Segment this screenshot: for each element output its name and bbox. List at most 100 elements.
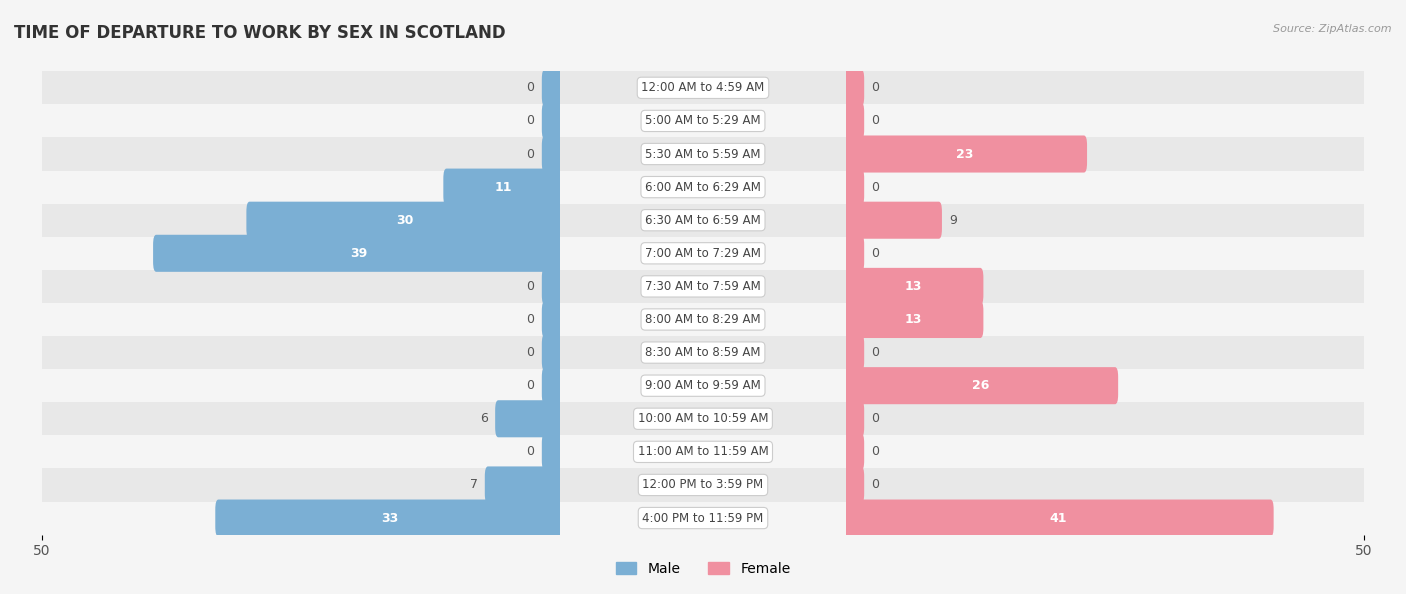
FancyBboxPatch shape <box>842 169 865 206</box>
Text: Source: ZipAtlas.com: Source: ZipAtlas.com <box>1274 24 1392 34</box>
Text: 0: 0 <box>527 379 534 392</box>
Bar <box>845 137 1364 170</box>
Bar <box>561 170 845 204</box>
Text: 0: 0 <box>527 446 534 459</box>
Bar <box>845 237 1364 270</box>
Text: 0: 0 <box>527 81 534 94</box>
Text: 5:00 AM to 5:29 AM: 5:00 AM to 5:29 AM <box>645 115 761 128</box>
FancyBboxPatch shape <box>215 500 564 536</box>
Text: 0: 0 <box>872 446 879 459</box>
FancyBboxPatch shape <box>541 301 564 338</box>
Bar <box>42 435 561 469</box>
Bar <box>42 204 561 237</box>
Text: 11:00 AM to 11:59 AM: 11:00 AM to 11:59 AM <box>638 446 768 459</box>
Bar <box>845 435 1364 469</box>
Bar <box>561 336 845 369</box>
Bar <box>561 270 845 303</box>
Bar <box>42 336 561 369</box>
Bar <box>845 170 1364 204</box>
Bar <box>561 71 845 105</box>
Bar <box>561 435 845 469</box>
Text: 0: 0 <box>527 147 534 160</box>
FancyBboxPatch shape <box>842 500 1274 536</box>
Bar <box>845 501 1364 535</box>
FancyBboxPatch shape <box>153 235 564 272</box>
Bar <box>42 270 561 303</box>
Bar <box>42 369 561 402</box>
Text: 9:00 AM to 9:59 AM: 9:00 AM to 9:59 AM <box>645 379 761 392</box>
FancyBboxPatch shape <box>541 102 564 140</box>
Text: 0: 0 <box>527 346 534 359</box>
Text: 8:30 AM to 8:59 AM: 8:30 AM to 8:59 AM <box>645 346 761 359</box>
Bar <box>42 170 561 204</box>
Text: 12:00 AM to 4:59 AM: 12:00 AM to 4:59 AM <box>641 81 765 94</box>
Bar <box>42 402 561 435</box>
FancyBboxPatch shape <box>443 169 564 206</box>
Text: 0: 0 <box>527 115 534 128</box>
FancyBboxPatch shape <box>842 466 865 504</box>
FancyBboxPatch shape <box>842 301 983 338</box>
Bar <box>42 469 561 501</box>
Bar <box>845 270 1364 303</box>
Text: 0: 0 <box>872 115 879 128</box>
Bar <box>845 71 1364 105</box>
Legend: Male, Female: Male, Female <box>610 556 796 581</box>
FancyBboxPatch shape <box>541 334 564 371</box>
FancyBboxPatch shape <box>842 400 865 437</box>
Bar <box>42 71 561 105</box>
FancyBboxPatch shape <box>842 102 865 140</box>
FancyBboxPatch shape <box>842 135 1087 172</box>
Text: TIME OF DEPARTURE TO WORK BY SEX IN SCOTLAND: TIME OF DEPARTURE TO WORK BY SEX IN SCOT… <box>14 24 506 42</box>
Text: 0: 0 <box>872 81 879 94</box>
Bar <box>42 237 561 270</box>
Bar <box>561 501 845 535</box>
FancyBboxPatch shape <box>541 367 564 404</box>
Text: 33: 33 <box>381 511 398 525</box>
Text: 30: 30 <box>396 214 413 227</box>
Bar <box>561 237 845 270</box>
Bar <box>42 105 561 137</box>
Text: 6: 6 <box>479 412 488 425</box>
FancyBboxPatch shape <box>246 202 564 239</box>
Bar <box>561 105 845 137</box>
FancyBboxPatch shape <box>541 434 564 470</box>
Text: 23: 23 <box>956 147 973 160</box>
Bar <box>845 469 1364 501</box>
FancyBboxPatch shape <box>541 135 564 172</box>
FancyBboxPatch shape <box>541 69 564 106</box>
Text: 10:00 AM to 10:59 AM: 10:00 AM to 10:59 AM <box>638 412 768 425</box>
FancyBboxPatch shape <box>495 400 564 437</box>
Bar <box>845 204 1364 237</box>
FancyBboxPatch shape <box>842 434 865 470</box>
Text: 0: 0 <box>872 346 879 359</box>
Bar <box>42 501 561 535</box>
Text: 5:30 AM to 5:59 AM: 5:30 AM to 5:59 AM <box>645 147 761 160</box>
FancyBboxPatch shape <box>485 466 564 504</box>
Bar <box>845 369 1364 402</box>
Bar <box>561 369 845 402</box>
Bar <box>845 303 1364 336</box>
Text: 4:00 PM to 11:59 PM: 4:00 PM to 11:59 PM <box>643 511 763 525</box>
Bar <box>561 137 845 170</box>
Bar <box>561 402 845 435</box>
Bar <box>42 137 561 170</box>
Text: 13: 13 <box>904 313 921 326</box>
Text: 11: 11 <box>495 181 512 194</box>
Text: 0: 0 <box>872 247 879 260</box>
Text: 0: 0 <box>872 412 879 425</box>
Text: 0: 0 <box>872 478 879 491</box>
Text: 39: 39 <box>350 247 367 260</box>
Text: 41: 41 <box>1049 511 1067 525</box>
FancyBboxPatch shape <box>842 334 865 371</box>
Bar <box>561 204 845 237</box>
Text: 7: 7 <box>470 478 478 491</box>
FancyBboxPatch shape <box>842 235 865 272</box>
Text: 0: 0 <box>527 280 534 293</box>
Bar <box>561 469 845 501</box>
Bar <box>42 303 561 336</box>
Text: 6:30 AM to 6:59 AM: 6:30 AM to 6:59 AM <box>645 214 761 227</box>
Text: 26: 26 <box>972 379 988 392</box>
FancyBboxPatch shape <box>842 268 983 305</box>
Text: 8:00 AM to 8:29 AM: 8:00 AM to 8:29 AM <box>645 313 761 326</box>
Bar <box>845 402 1364 435</box>
